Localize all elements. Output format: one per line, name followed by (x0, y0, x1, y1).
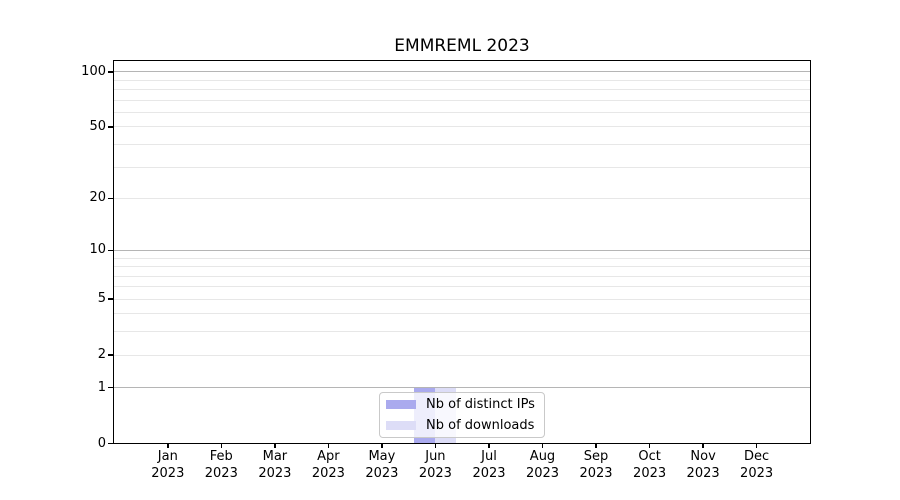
legend: Nb of distinct IPs Nb of downloads (379, 392, 545, 438)
y-tick-0 (108, 442, 113, 445)
x-tick-month: Sep (583, 449, 609, 464)
x-tick-month: Jul (481, 449, 497, 464)
x-tick-year: 2023 (579, 465, 613, 481)
y-tick-label-2: 2 (97, 347, 106, 362)
x-tick-mar (274, 443, 276, 448)
x-tick-apr (327, 443, 330, 448)
gridline-minor-4 (113, 313, 811, 315)
x-tick-year: 2023 (418, 465, 452, 481)
x-tick-label-aug: Aug 2023 (511, 449, 575, 482)
x-tick-label-dec: Dec 2023 (725, 449, 789, 482)
x-tick-label-may: May 2023 (350, 449, 414, 482)
y-tick-label-10: 10 (89, 242, 106, 258)
x-tick-year: 2023 (204, 465, 238, 481)
x-tick-month: Feb (209, 449, 233, 464)
x-tick-label-feb: Feb 2023 (189, 449, 253, 482)
y-tick-label-1: 1 (97, 379, 106, 395)
x-tick-year: 2023 (472, 465, 506, 481)
gridline-minor-2 (113, 354, 811, 356)
x-tick-year: 2023 (633, 465, 667, 481)
x-tick-month: Oct (638, 449, 661, 464)
x-tick-feb (220, 443, 223, 448)
x-tick-month: Jun (425, 449, 446, 464)
x-tick-year: 2023 (258, 465, 292, 481)
x-tick-jan (167, 443, 169, 448)
x-tick-aug (541, 443, 544, 448)
x-tick-month: Dec (744, 449, 770, 464)
x-tick-year: 2023 (365, 465, 399, 481)
x-tick-label-jan: Jan 2023 (136, 449, 200, 482)
gridline-minor-70 (113, 99, 811, 101)
x-tick-year: 2023 (525, 465, 560, 481)
x-tick-label-oct: Oct 2023 (618, 449, 682, 482)
x-tick-label-sep: Sep 2023 (564, 449, 628, 482)
x-tick-month: May (368, 449, 396, 464)
gridline-major-10 (113, 249, 811, 251)
y-tick-20 (108, 197, 113, 200)
plot-area (113, 60, 811, 444)
x-tick-nov (702, 443, 704, 448)
gridline-minor-9 (113, 257, 811, 259)
chart-title: EMMREML 2023 (394, 36, 530, 56)
x-tick-year: 2023 (311, 465, 345, 481)
x-tick-label-jun: Jun 2023 (403, 449, 467, 482)
legend-swatch-downloads-icon (386, 421, 416, 430)
gridline-minor-6 (113, 286, 811, 288)
x-tick-year: 2023 (740, 465, 774, 481)
gridline-minor-7 (113, 275, 811, 277)
x-tick-jun (434, 443, 437, 448)
y-tick-5 (108, 298, 113, 300)
gridline-minor-40 (113, 143, 811, 145)
gridlines-layer (113, 60, 811, 444)
y-tick-label-0: 0 (97, 435, 106, 451)
legend-label-distinct-ips: Nb of distinct IPs (426, 397, 535, 412)
y-tick-label-5: 5 (97, 291, 106, 307)
y-tick-2 (108, 354, 113, 356)
gridline-minor-3 (113, 331, 811, 333)
x-tick-oct (648, 443, 651, 448)
gridline-major-1 (113, 387, 811, 389)
x-tick-month: Mar (262, 449, 288, 464)
x-tick-month: Jan (157, 449, 178, 464)
x-tick-label-jul: Jul 2023 (457, 449, 521, 482)
gridline-minor-90 (113, 79, 811, 81)
legend-label-downloads: Nb of downloads (426, 418, 535, 433)
x-tick-month: Nov (690, 449, 716, 464)
gridline-minor-30 (113, 166, 811, 168)
x-tick-jul (488, 443, 490, 448)
gridline-minor-60 (113, 111, 811, 113)
x-tick-month: Aug (529, 449, 556, 464)
y-tick-1 (108, 386, 113, 389)
y-tick-10 (108, 249, 113, 252)
legend-swatch-distinct-ips-icon (386, 400, 416, 409)
y-tick-label-50: 50 (89, 118, 106, 134)
x-tick-year: 2023 (151, 465, 185, 481)
x-tick-label-mar: Mar 2023 (243, 449, 307, 482)
y-tick-label-100: 100 (81, 63, 106, 79)
gridline-minor-8 (113, 266, 811, 268)
y-tick-50 (108, 126, 113, 128)
gridline-minor-20 (113, 197, 811, 199)
gridline-major-100 (113, 71, 811, 73)
gridline-minor-5 (113, 298, 811, 300)
x-tick-label-nov: Nov 2023 (671, 449, 735, 482)
x-tick-may (381, 443, 383, 448)
legend-item-distinct-ips: Nb of distinct IPs (386, 396, 538, 413)
y-tick-label-20: 20 (89, 190, 106, 206)
x-tick-dec (755, 443, 758, 448)
gridline-minor-50 (113, 126, 811, 128)
bars-layer (113, 60, 811, 444)
legend-item-downloads: Nb of downloads (386, 417, 538, 434)
gridline-minor-80 (113, 89, 811, 91)
x-tick-label-apr: Apr 2023 (296, 449, 360, 482)
y-tick-100 (108, 71, 113, 73)
x-tick-sep (595, 443, 597, 448)
x-tick-month: Apr (317, 449, 340, 464)
x-tick-year: 2023 (686, 465, 720, 481)
